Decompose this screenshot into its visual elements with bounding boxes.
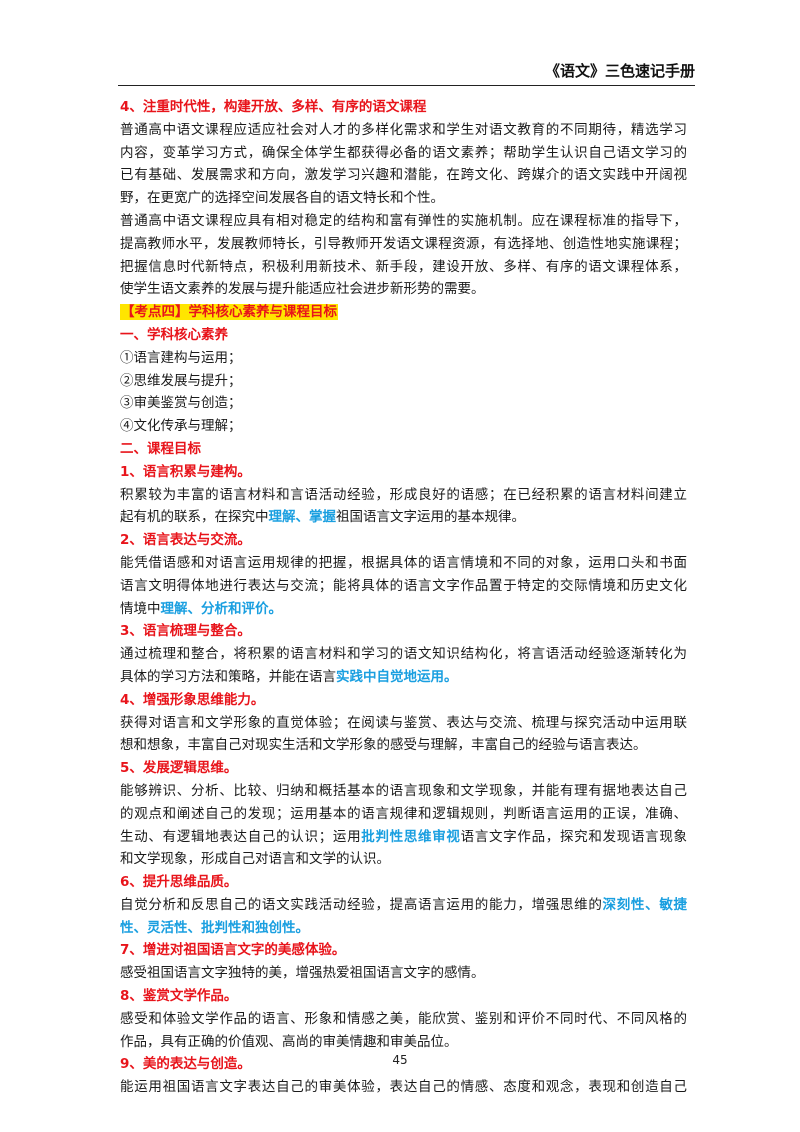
core-item-2: ②思维发展与提升； xyxy=(120,372,242,389)
goal9-line1: 能运用祖国语言文字表达自己的审美体验，表达自己的情感、态度和观念，表现和创造自己 xyxy=(120,1079,687,1096)
goal2-line3: 情境中理解、分析和评价。 xyxy=(120,600,283,617)
goal5-highlight: 批判性思维审视 xyxy=(361,828,461,845)
section4-heading: 4、注重时代性，构建开放、多样、有序的语文课程 xyxy=(120,99,427,115)
goal6-highlight-1: 深刻性、敏捷 xyxy=(602,896,687,913)
section4-p1-line1: 普通高中语文课程应适应社会对人才的多样化需求和学生对语文教育的不同期待，精选学习 xyxy=(120,121,687,138)
core-item-3: ③审美鉴赏与创造； xyxy=(120,395,242,412)
goal1-highlight: 理解、掌握 xyxy=(268,509,337,526)
goal3-line2: 具体的学习方法和策略，并能在语言实践中自觉地运用。 xyxy=(120,668,458,685)
goal4-line1: 获得对语言和文学形象的直觉体验；在阅读与鉴赏、表达与交流、梳理与探究活动中运用联 xyxy=(120,714,687,731)
goal5-line1: 能够辨识、分析、比较、归纳和概括基本的语言现象和文学现象，并能有理有据地表达自己 xyxy=(120,782,687,799)
goal3-heading: 3、语言梳理与整合。 xyxy=(120,623,251,640)
goal5-line3: 生动、有逻辑地表达自己的认识；运用批判性思维审视语言文字作品，探究和发现语言现象 xyxy=(120,828,687,845)
page-number: 45 xyxy=(392,1053,408,1067)
section4-p2-line2: 提高教师水平，发展教师特长，引导教师开发语文课程资源，有选择地、创造性地实施课程… xyxy=(120,235,687,252)
section4-p2-line4: 使学生语文素养的发展与提升能适应社会进步新形势的需要。 xyxy=(120,281,485,298)
goal2-line2: 语言文明得体地进行表达与交流；能将具体的语言文字作品置于特定的交际情境和历史文化 xyxy=(120,577,687,594)
core-item-1: ①语言建构与运用； xyxy=(120,349,242,366)
goal6-line1: 自觉分析和反思自己的语文实践活动经验，提高语言运用的能力，增强思维的深刻性、敏捷 xyxy=(120,896,687,913)
section4-p1-line2: 内容，变革学习方式，确保全体学生都获得必备的语文素养；帮助学生认识自己语文学习的 xyxy=(120,144,687,161)
goal8-heading: 8、鉴赏文学作品。 xyxy=(120,988,238,1005)
goal8-line2: 作品，具有正确的价值观、高尚的审美情趣和审美品位。 xyxy=(120,1033,458,1050)
goal6-line2: 性、灵活性、批判性和独创性。 xyxy=(120,917,687,940)
goal7-heading: 7、增进对祖国语言文字的美感体验。 xyxy=(120,942,346,959)
goal1-line1: 积累较为丰富的语言材料和言语活动经验，形成良好的语感；在已经积累的语言材料间建立 xyxy=(120,486,687,503)
section4-p2-line1: 普通高中语文课程应具有相对稳定的结构和富有弹性的实施机制。应在课程标准的指导下， xyxy=(120,212,687,229)
section4-p1-line4: 野，在更宽广的选择空间发展各自的语文特长和个性。 xyxy=(120,190,444,207)
header-rule xyxy=(118,85,695,86)
goal5-line2: 的观点和阐述自己的发现；运用基本的语言规律和逻辑规则，判断语言运用的正误，准确、 xyxy=(120,805,687,822)
goal2-highlight: 理解、分析和评价。 xyxy=(160,600,283,617)
goal5-line4: 和文学现象，形成自己对语言和文学的认识。 xyxy=(120,851,390,868)
core-heading: 一、学科核心素养 xyxy=(120,326,228,343)
goal8-line1: 感受和体验文学作品的语言、形象和情感之美，能欣赏、鉴别和评价不同时代、不同风格的 xyxy=(120,1010,687,1027)
goals-heading: 二、课程目标 xyxy=(120,440,201,457)
core-item-4: ④文化传承与理解； xyxy=(120,418,242,435)
header-title: 《语文》三色速记手册 xyxy=(544,62,695,80)
goal3-line1: 通过梳理和整合，将积累的语言材料和学习的语文知识结构化，将言语活动经验逐渐转化为 xyxy=(120,646,687,663)
goal4-heading: 4、增强形象思维能力。 xyxy=(120,691,265,708)
goal2-heading: 2、语言表达与交流。 xyxy=(120,532,251,549)
section4-p2-line3: 把握信息时代新特点，积极利用新技术、新手段，建设开放、多样、有序的语文课程体系， xyxy=(120,258,687,275)
goal1-heading: 1、语言积累与建构。 xyxy=(120,463,251,480)
goal6-highlight-2: 性、灵活性、批判性和独创性。 xyxy=(120,919,309,936)
section4-p1-line3: 已有基础、发展需求和方向，激发学习兴趣和潜能，在跨文化、跨媒介的语文实践中开阔视 xyxy=(120,167,687,184)
goal5-heading: 5、发展逻辑思维。 xyxy=(120,760,238,777)
goal7-line1: 感受祖国语言文字独特的美，增强热爱祖国语言文字的感情。 xyxy=(120,965,485,982)
goal1-line2: 起有机的联系，在探究中理解、掌握祖国语言文字运用的基本规律。 xyxy=(120,509,525,526)
goal3-highlight: 实践中自觉地运用。 xyxy=(336,668,458,685)
goal4-line2: 想和想象，丰富自己对现实生活和文学形象的感受与理解，丰富自己的经验与语言表达。 xyxy=(120,737,647,754)
goal2-line1: 能凭借语感和对语言运用规律的把握，根据具体的语言情境和不同的对象，运用口头和书面 xyxy=(120,554,687,571)
page-content: 4、注重时代性，构建开放、多样、有序的语文课程 普通高中语文课程应适应社会对人才… xyxy=(120,96,687,1099)
kaodian-label: 【考点四】学科核心素养与课程目标 xyxy=(120,304,338,321)
goal9-heading: 9、美的表达与创造。 xyxy=(120,1056,251,1073)
goal6-heading: 6、提升思维品质。 xyxy=(120,874,238,891)
